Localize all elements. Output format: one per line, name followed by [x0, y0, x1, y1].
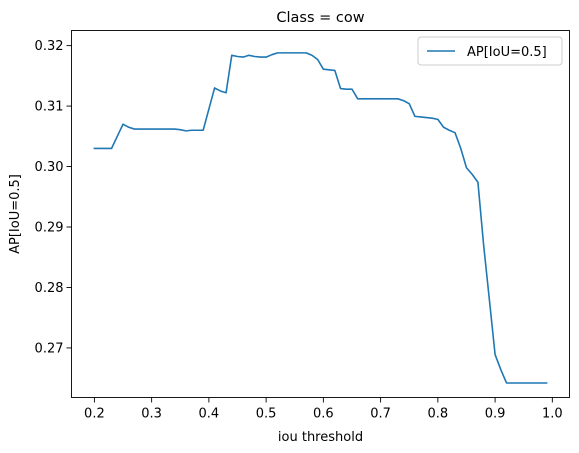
- plot-area: [71, 30, 570, 398]
- x-tick-label: 0.7: [370, 407, 391, 422]
- x-axis-ticks: 0.2 0.3 0.4 0.5 0.6 0.7 0.8 0.9 1.0: [84, 397, 563, 422]
- plot-frame: [71, 30, 570, 398]
- x-tick-label: 0.8: [428, 407, 449, 422]
- y-tick-label: 0.28: [35, 281, 64, 296]
- y-axis-label: AP[IoU=0.5]: [8, 174, 23, 254]
- y-axis-ticks: 0.27 0.28 0.29 0.30 0.31 0.32: [35, 39, 72, 356]
- chart-title: Class = cow: [276, 10, 364, 26]
- legend-entry-ap-iou-0.5: AP[IoU=0.5]: [467, 45, 547, 60]
- series-line-ap-iou-0.5: [93, 52, 548, 384]
- legend-box: [417, 36, 563, 66]
- x-tick-label: 0.4: [199, 407, 220, 422]
- y-tick-label: 0.29: [35, 220, 64, 235]
- y-tick-label: 0.32: [35, 39, 64, 54]
- x-tick-label: 0.6: [313, 407, 334, 422]
- y-tick-label: 0.30: [35, 160, 64, 175]
- x-tick-label: 1.0: [542, 407, 563, 422]
- legend: AP[IoU=0.5]: [417, 36, 563, 66]
- x-tick-label: 0.9: [485, 407, 506, 422]
- x-axis-label: iou threshold: [278, 430, 363, 445]
- y-tick-label: 0.31: [35, 100, 64, 115]
- x-tick-label: 0.2: [84, 407, 105, 422]
- x-tick-label: 0.5: [256, 407, 277, 422]
- x-tick-label: 0.3: [141, 407, 162, 422]
- y-tick-label: 0.27: [35, 341, 64, 356]
